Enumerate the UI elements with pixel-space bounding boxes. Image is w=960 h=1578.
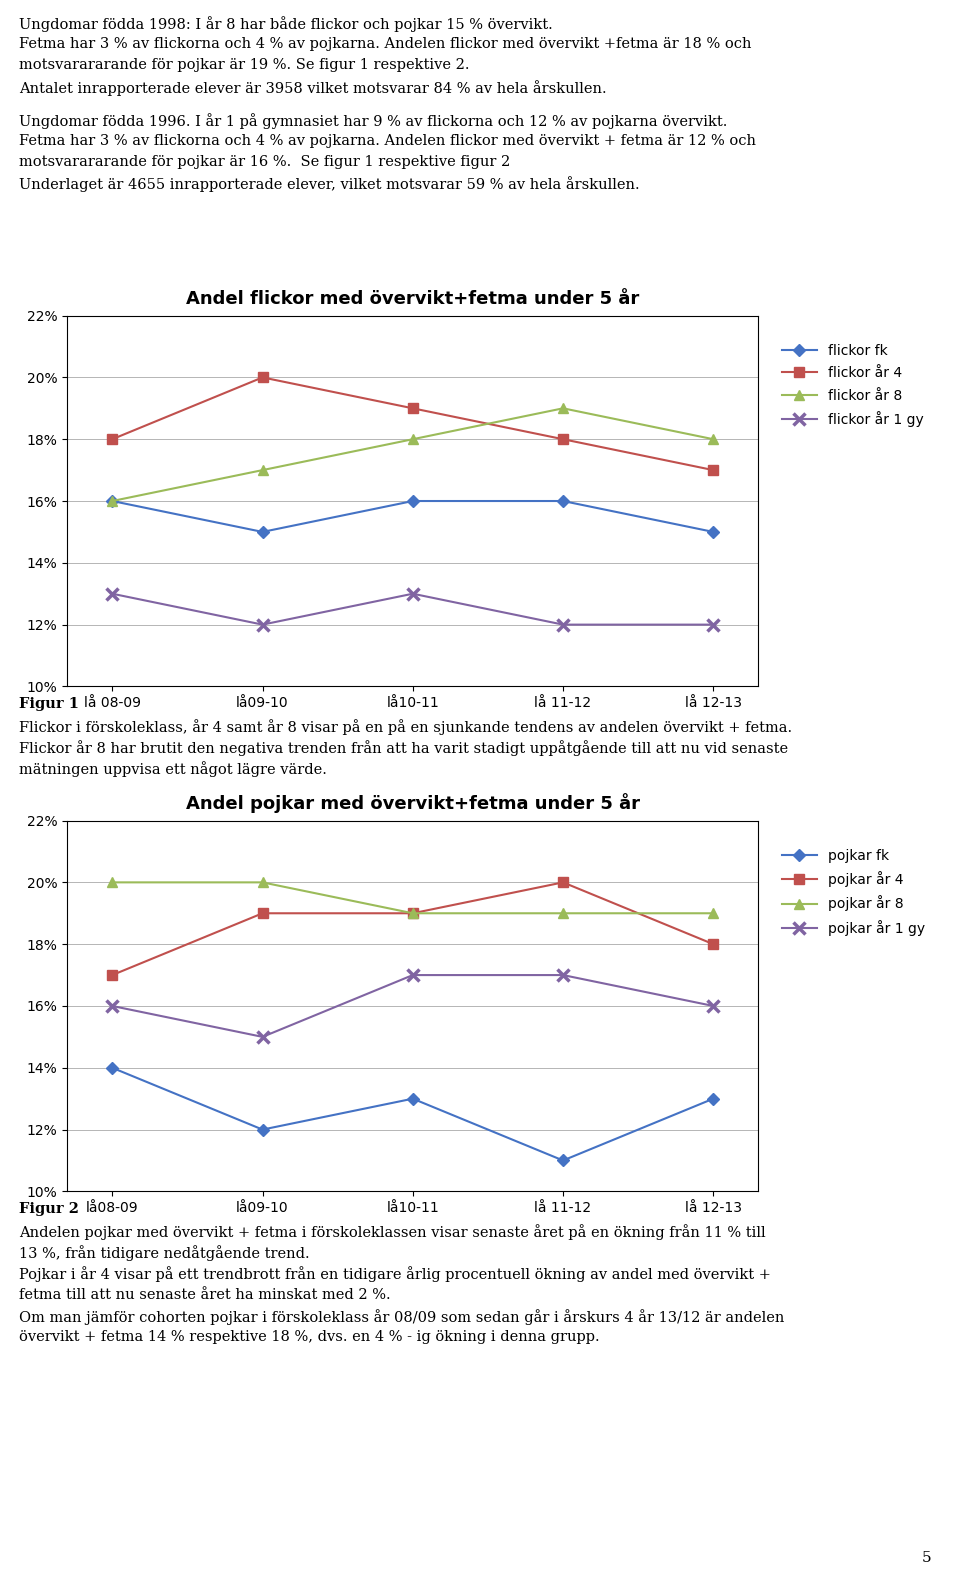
pojkar år 8 [708, 904, 719, 923]
pojkar år 8 [407, 904, 419, 923]
pojkar år 8 [256, 873, 268, 892]
flickor år 4 [708, 461, 719, 480]
Text: Figur 2: Figur 2 [19, 1202, 79, 1217]
pojkar fk [558, 1150, 569, 1169]
pojkar år 4 [107, 966, 118, 985]
Text: Om man jämför cohorten pojkar i förskoleklass år 08/09 som sedan går i årskurs 4: Om man jämför cohorten pojkar i förskole… [19, 1310, 784, 1326]
flickor fk [107, 492, 118, 511]
Line: flickor år 4: flickor år 4 [108, 372, 718, 475]
Line: pojkar år 8: pojkar år 8 [108, 877, 718, 918]
pojkar år 1 gy [407, 966, 419, 985]
flickor fk [256, 522, 268, 541]
Line: flickor år 1 gy: flickor år 1 gy [106, 587, 720, 631]
pojkar år 4 [558, 873, 569, 892]
Text: Figur 1: Figur 1 [19, 697, 79, 712]
Text: fetma till att nu senaste året ha minskat med 2 %.: fetma till att nu senaste året ha minska… [19, 1288, 391, 1302]
flickor år 4 [558, 429, 569, 448]
Line: flickor fk: flickor fk [108, 497, 717, 537]
flickor år 1 gy [558, 615, 569, 634]
pojkar år 4 [256, 904, 268, 923]
pojkar fk [407, 1089, 419, 1108]
Text: mätningen uppvisa ett något lägre värde.: mätningen uppvisa ett något lägre värde. [19, 761, 327, 778]
Line: pojkar år 4: pojkar år 4 [108, 877, 718, 980]
flickor år 1 gy [708, 615, 719, 634]
Legend: flickor fk, flickor år 4, flickor år 8, flickor år 1 gy: flickor fk, flickor år 4, flickor år 8, … [780, 341, 926, 429]
Text: Fetma har 3 % av flickorna och 4 % av pojkarna. Andelen flickor med övervikt + f: Fetma har 3 % av flickorna och 4 % av po… [19, 134, 756, 148]
Line: flickor år 8: flickor år 8 [108, 404, 718, 507]
flickor år 8 [708, 429, 719, 448]
flickor år 4 [107, 429, 118, 448]
Legend: pojkar fk, pojkar år 4, pojkar år 8, pojkar år 1 gy: pojkar fk, pojkar år 4, pojkar år 8, poj… [780, 846, 927, 939]
flickor fk [407, 492, 419, 511]
Text: Fetma har 3 % av flickorna och 4 % av pojkarna. Andelen flickor med övervikt +fe: Fetma har 3 % av flickorna och 4 % av po… [19, 36, 752, 50]
pojkar år 1 gy [708, 997, 719, 1016]
flickor år 8 [558, 399, 569, 418]
pojkar år 1 gy [558, 966, 569, 985]
Text: motsvarararande för pojkar är 19 %. Se figur 1 respektive 2.: motsvarararande för pojkar är 19 %. Se f… [19, 58, 469, 73]
pojkar fk [708, 1089, 719, 1108]
pojkar år 4 [708, 934, 719, 953]
flickor år 8 [256, 461, 268, 480]
Text: Flickor år 8 har brutit den negativa trenden från att ha varit stadigt uppåtgåen: Flickor år 8 har brutit den negativa tre… [19, 740, 788, 756]
Text: 13 %, från tidigare nedåtgående trend.: 13 %, från tidigare nedåtgående trend. [19, 1245, 310, 1261]
Title: Andel pojkar med övervikt+fetma under 5 år: Andel pojkar med övervikt+fetma under 5 … [186, 794, 639, 813]
Text: 5: 5 [922, 1551, 931, 1565]
Text: övervikt + fetma 14 % respektive 18 %, dvs. en 4 % - ig ökning i denna grupp.: övervikt + fetma 14 % respektive 18 %, d… [19, 1330, 600, 1344]
Text: Underlaget är 4655 inrapporterade elever, vilket motsvarar 59 % av hela årskulle: Underlaget är 4655 inrapporterade elever… [19, 177, 639, 193]
Line: pojkar år 1 gy: pojkar år 1 gy [106, 969, 720, 1043]
Text: Andelen pojkar med övervikt + fetma i förskoleklassen visar senaste året på en ö: Andelen pojkar med övervikt + fetma i fö… [19, 1225, 766, 1240]
Line: pojkar fk: pojkar fk [108, 1064, 717, 1165]
flickor år 4 [256, 368, 268, 387]
flickor fk [708, 522, 719, 541]
flickor år 1 gy [407, 584, 419, 603]
Text: Pojkar i år 4 visar på ett trendbrott från en tidigare årlig procentuell ökning : Pojkar i år 4 visar på ett trendbrott fr… [19, 1267, 771, 1283]
pojkar år 8 [558, 904, 569, 923]
flickor år 4 [407, 399, 419, 418]
Text: Ungdomar födda 1998: I år 8 har både flickor och pojkar 15 % övervikt.: Ungdomar födda 1998: I år 8 har både fli… [19, 16, 553, 32]
pojkar år 1 gy [107, 997, 118, 1016]
flickor år 1 gy [256, 615, 268, 634]
flickor fk [558, 492, 569, 511]
Text: Ungdomar födda 1996. I år 1 på gymnasiet har 9 % av flickorna och 12 % av pojkar: Ungdomar födda 1996. I år 1 på gymnasiet… [19, 112, 728, 128]
pojkar fk [256, 1120, 268, 1139]
flickor år 1 gy [107, 584, 118, 603]
Text: motsvarararande för pojkar är 16 %.  Se figur 1 respektive figur 2: motsvarararande för pojkar är 16 %. Se f… [19, 155, 511, 169]
Text: Flickor i förskoleklass, år 4 samt år 8 visar på en på en sjunkande tendens av a: Flickor i förskoleklass, år 4 samt år 8 … [19, 718, 792, 735]
pojkar år 1 gy [256, 1027, 268, 1046]
flickor år 8 [107, 492, 118, 511]
pojkar år 4 [407, 904, 419, 923]
Text: Antalet inrapporterade elever är 3958 vilket motsvarar 84 % av hela årskullen.: Antalet inrapporterade elever är 3958 vi… [19, 79, 607, 96]
flickor år 8 [407, 429, 419, 448]
Title: Andel flickor med övervikt+fetma under 5 år: Andel flickor med övervikt+fetma under 5… [186, 290, 639, 308]
pojkar fk [107, 1059, 118, 1078]
pojkar år 8 [107, 873, 118, 892]
